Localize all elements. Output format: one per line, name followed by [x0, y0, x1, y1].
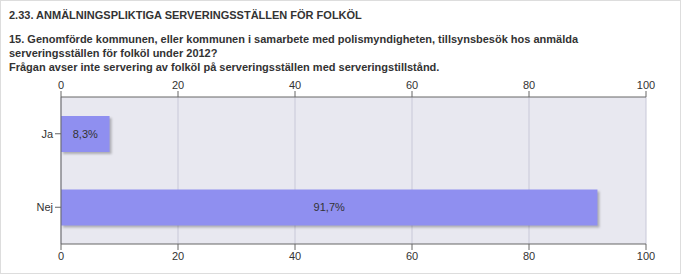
svg-text:91,7%: 91,7%: [314, 201, 345, 213]
svg-text:40: 40: [289, 79, 301, 91]
svg-text:100: 100: [637, 250, 655, 262]
svg-text:8,3%: 8,3%: [73, 128, 98, 140]
svg-text:80: 80: [523, 250, 535, 262]
html-text:Frågan avser inte servering av: Frågan avser inte servering av folköl på…: [9, 61, 440, 73]
html-text:15. Genomförde kommunen, eller: 15. Genomförde kommunen, eller kommunen …: [9, 33, 579, 59]
svg-text:0: 0: [58, 79, 64, 91]
svg-text:60: 60: [406, 79, 418, 91]
svg-text:Ja: Ja: [41, 128, 54, 140]
svg-text:Nej: Nej: [36, 201, 53, 213]
svg-text:40: 40: [289, 250, 301, 262]
svg-text:20: 20: [172, 250, 184, 262]
html-text:2.33. ANMÄLNINGSPLIKTIGA SERVE: 2.33. ANMÄLNINGSPLIKTIGA SERVERINGSSTÄLL…: [9, 9, 362, 21]
svg-text:20: 20: [172, 79, 184, 91]
svg-text:0: 0: [58, 250, 64, 262]
svg-text:100: 100: [637, 79, 655, 91]
svg-text:60: 60: [406, 250, 418, 262]
svg-text:80: 80: [523, 79, 535, 91]
